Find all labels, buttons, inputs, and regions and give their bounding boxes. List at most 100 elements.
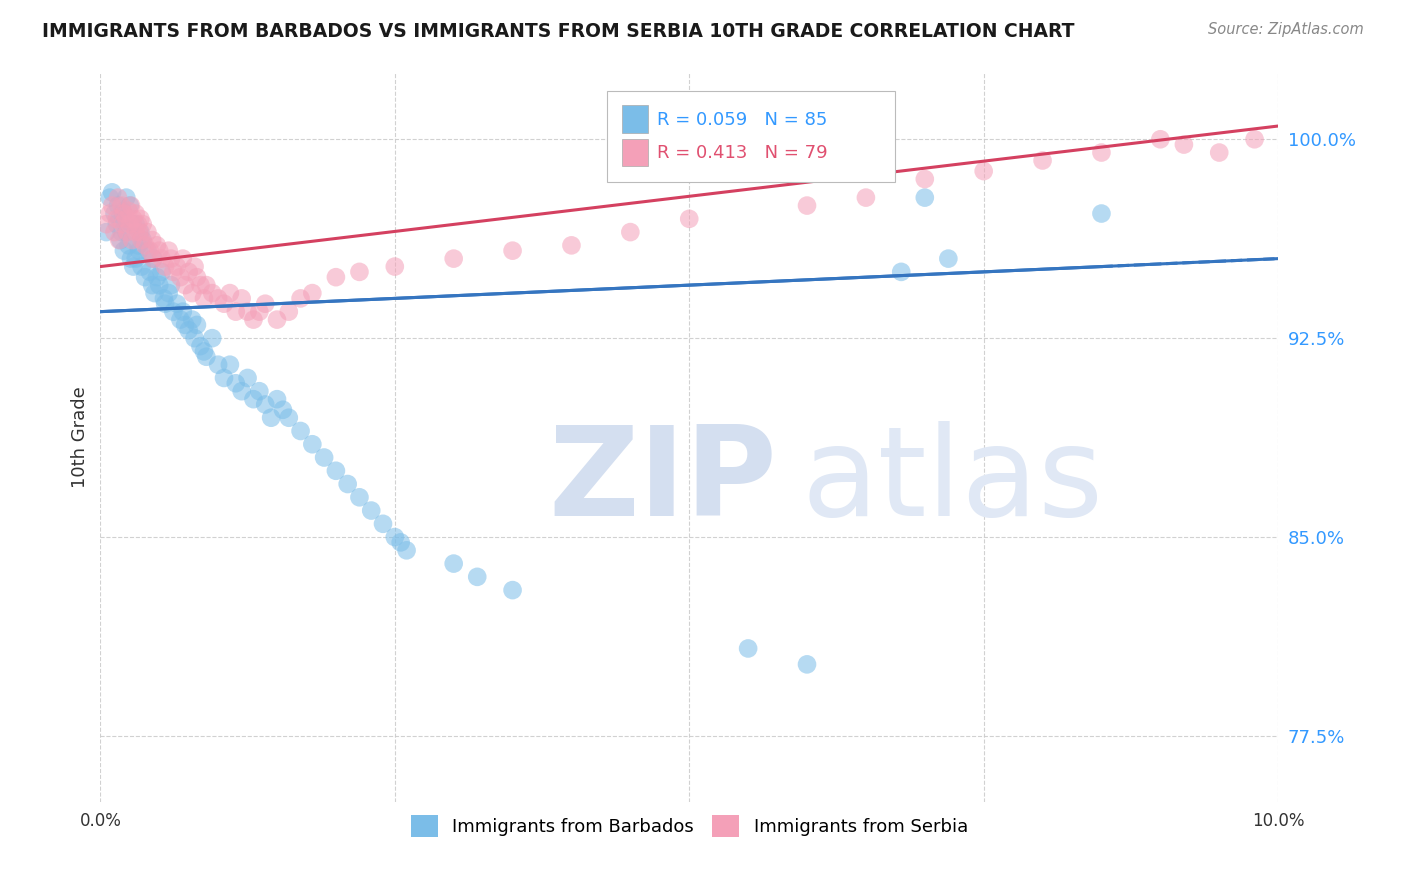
Text: ZIP: ZIP <box>548 421 776 541</box>
Point <box>231 384 253 399</box>
Point <box>1173 137 1195 152</box>
Point <box>98 206 121 220</box>
Point <box>301 437 323 451</box>
Point <box>236 371 259 385</box>
Point <box>796 198 818 212</box>
Point <box>112 211 135 226</box>
Point <box>890 265 912 279</box>
Point <box>148 278 170 293</box>
Point <box>150 265 173 279</box>
Text: IMMIGRANTS FROM BARBADOS VS IMMIGRANTS FROM SERBIA 10TH GRADE CORRELATION CHART: IMMIGRANTS FROM BARBADOS VS IMMIGRANTS F… <box>42 22 1074 41</box>
Point <box>1032 153 1054 168</box>
Point <box>101 198 124 212</box>
Point <box>186 270 208 285</box>
Point <box>201 286 224 301</box>
Point <box>136 225 159 239</box>
Point <box>938 252 960 266</box>
Point <box>105 211 128 226</box>
Point <box>121 233 143 247</box>
Point <box>271 402 294 417</box>
Text: R = 0.059   N = 85: R = 0.059 N = 85 <box>658 111 828 129</box>
Point <box>236 304 259 318</box>
Point <box>1090 145 1112 160</box>
Point <box>290 424 312 438</box>
Point <box>195 278 218 293</box>
Point <box>502 244 524 258</box>
Point <box>181 286 204 301</box>
Point <box>301 286 323 301</box>
Point <box>855 191 877 205</box>
Point <box>169 270 191 285</box>
Point <box>112 244 135 258</box>
Point <box>737 641 759 656</box>
Point <box>174 278 197 293</box>
Point <box>172 252 194 266</box>
Point <box>183 260 205 274</box>
Point <box>277 304 299 318</box>
Point <box>242 312 264 326</box>
Point <box>132 233 155 247</box>
Point <box>231 292 253 306</box>
Point <box>174 318 197 332</box>
Point <box>1243 132 1265 146</box>
Point <box>172 304 194 318</box>
Point <box>162 304 184 318</box>
Point <box>349 265 371 279</box>
Point <box>160 252 183 266</box>
Point <box>973 164 995 178</box>
Point <box>128 225 150 239</box>
Point <box>115 211 138 226</box>
Point <box>125 252 148 266</box>
Point <box>120 252 142 266</box>
Point <box>120 198 142 212</box>
Point <box>1208 145 1230 160</box>
Point <box>108 211 131 226</box>
Point <box>122 260 145 274</box>
Point <box>207 358 229 372</box>
Point <box>111 217 134 231</box>
Point <box>560 238 582 252</box>
Point <box>153 296 176 310</box>
Point <box>336 477 359 491</box>
Point <box>166 296 188 310</box>
Point <box>153 292 176 306</box>
Point <box>129 225 152 239</box>
Point <box>242 392 264 407</box>
Point <box>146 238 169 252</box>
Point <box>125 225 148 239</box>
Point <box>101 186 124 200</box>
Point <box>96 217 118 231</box>
Point <box>1149 132 1171 146</box>
Point <box>384 260 406 274</box>
Point <box>134 238 156 252</box>
Point <box>110 198 132 212</box>
Point <box>141 233 163 247</box>
Point <box>122 211 145 226</box>
Point <box>360 503 382 517</box>
Point <box>107 191 129 205</box>
Point <box>103 206 125 220</box>
Point <box>186 318 208 332</box>
Point <box>157 286 180 301</box>
Point <box>150 252 173 266</box>
Point <box>183 331 205 345</box>
Point <box>121 217 143 231</box>
Point <box>678 211 700 226</box>
Point <box>195 350 218 364</box>
Point <box>225 304 247 318</box>
Point <box>111 203 134 218</box>
Point <box>115 191 138 205</box>
Point <box>443 252 465 266</box>
Text: Source: ZipAtlas.com: Source: ZipAtlas.com <box>1208 22 1364 37</box>
Point <box>247 304 270 318</box>
Point <box>212 371 235 385</box>
Point <box>254 397 277 411</box>
Point <box>108 233 131 247</box>
Point <box>177 265 200 279</box>
Point <box>117 203 139 218</box>
Point <box>193 344 215 359</box>
Point <box>277 410 299 425</box>
Point <box>190 339 212 353</box>
Point <box>465 570 488 584</box>
Point <box>181 312 204 326</box>
